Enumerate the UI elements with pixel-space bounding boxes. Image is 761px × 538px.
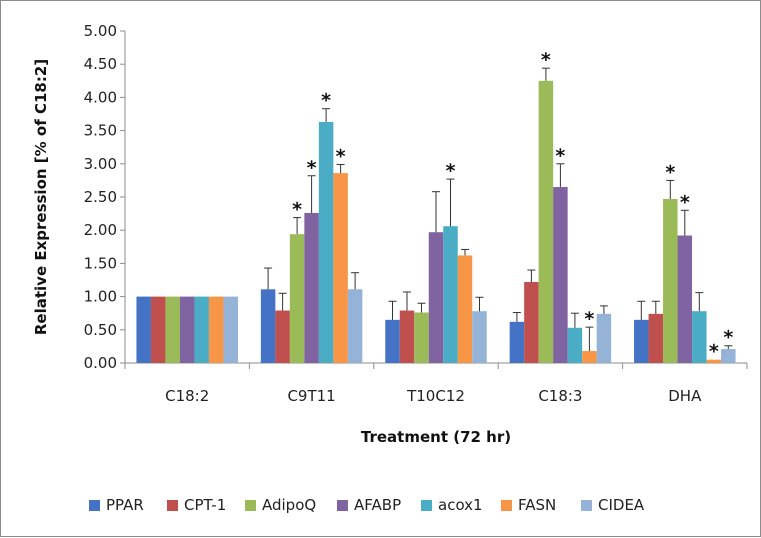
bar-acox1-c9t11 [318,121,334,363]
bar-cidea-dha [721,349,736,363]
x-tick-label: T10C12 [406,387,465,405]
bar-acox1-dha [692,311,707,363]
bar-acox1-t10c12 [443,226,458,363]
x-tick-label: C9T11 [287,387,335,405]
y-tick-label: 2.50 [84,188,117,206]
bar-adipoq-t10c12 [414,312,429,363]
significance-marker: * [723,327,733,349]
legend-swatch-adipoq [245,500,256,511]
bar-fasn-t10c12 [457,255,473,363]
y-tick-label: 0.50 [84,321,117,339]
significance-marker: * [680,191,690,213]
significance-marker: * [446,160,456,182]
significance-marker: * [709,341,719,363]
bar-cpt-1-c183 [524,281,539,363]
bar-cpt-1-c182 [150,296,166,363]
bar-ppar-t10c12 [385,319,400,363]
legend-label-acox1: acox1 [438,496,483,514]
legend-label-adipoq: AdipoQ [262,496,316,514]
bar-afabp-c9t11 [304,212,319,363]
y-tick-label: 2.00 [84,221,117,239]
bar-afabp-t10c12 [428,232,444,363]
legend-label-ppar: PPAR [106,496,144,514]
legend-label-fasn: FASN [518,496,556,514]
legend-swatch-fasn [501,500,512,511]
bar-ppar-c183 [509,321,525,363]
y-tick-label: 0.00 [84,354,117,372]
legend-label-cidea: CIDEA [598,496,645,514]
legend-label-afabp: AFABP [354,496,401,514]
significance-marker: * [584,308,594,330]
y-tick-label: 1.00 [84,288,117,306]
y-tick-label: 3.50 [84,122,117,140]
significance-marker: * [541,49,551,71]
legend-swatch-cpt-1 [167,500,178,511]
bar-acox1-c183 [567,327,583,363]
bar-fasn-c183 [582,351,597,363]
bar-cpt-1-dha [648,313,664,363]
significance-marker: * [307,157,317,179]
bar-adipoq-dha [663,198,678,363]
y-tick-label: 4.50 [84,55,117,73]
bar-cpt-1-t10c12 [399,310,415,363]
bar-cidea-c182 [223,296,238,363]
significance-marker: * [321,90,331,112]
bar-ppar-c9t11 [260,289,276,363]
legend-swatch-cidea [581,500,592,511]
y-tick-label: 1.50 [84,254,117,272]
bar-ppar-dha [634,319,649,363]
significance-marker: * [336,145,346,167]
bar-fasn-c9t11 [333,173,348,363]
legend-label-cpt-1: CPT-1 [184,496,226,514]
bar-adipoq-c182 [165,296,180,363]
bar-cidea-c9t11 [347,289,363,363]
bar-cidea-t10c12 [472,311,487,363]
bar-fasn-dha [706,359,722,363]
x-tick-label: C18:2 [165,387,209,405]
bar-ppar-c182 [136,296,151,363]
significance-marker: * [292,199,302,221]
bar-adipoq-c9t11 [289,234,305,363]
legend-swatch-afabp [337,500,348,511]
bar-acox1-c182 [194,296,209,363]
y-axis-title: Relative Expression [% of C18:2] [32,59,50,335]
bar-afabp-dha [677,235,693,363]
legend-swatch-ppar [89,500,100,511]
bar-fasn-c182 [208,296,224,363]
significance-marker: * [665,161,675,183]
bar-afabp-c183 [553,187,568,363]
y-tick-label: 4.00 [84,88,117,106]
bar-cpt-1-c9t11 [275,310,290,363]
legend-swatch-acox1 [421,500,432,511]
y-tick-label: 5.00 [84,22,117,40]
x-tick-label: C18:3 [538,387,582,405]
bar-afabp-c182 [179,296,195,363]
bar-adipoq-c183 [538,80,554,364]
y-tick-label: 3.00 [84,155,117,173]
x-tick-label: DHA [668,387,702,405]
x-axis-title: Treatment (72 hr) [361,428,511,446]
significance-marker: * [555,145,565,167]
bar-cidea-c183 [596,313,612,363]
